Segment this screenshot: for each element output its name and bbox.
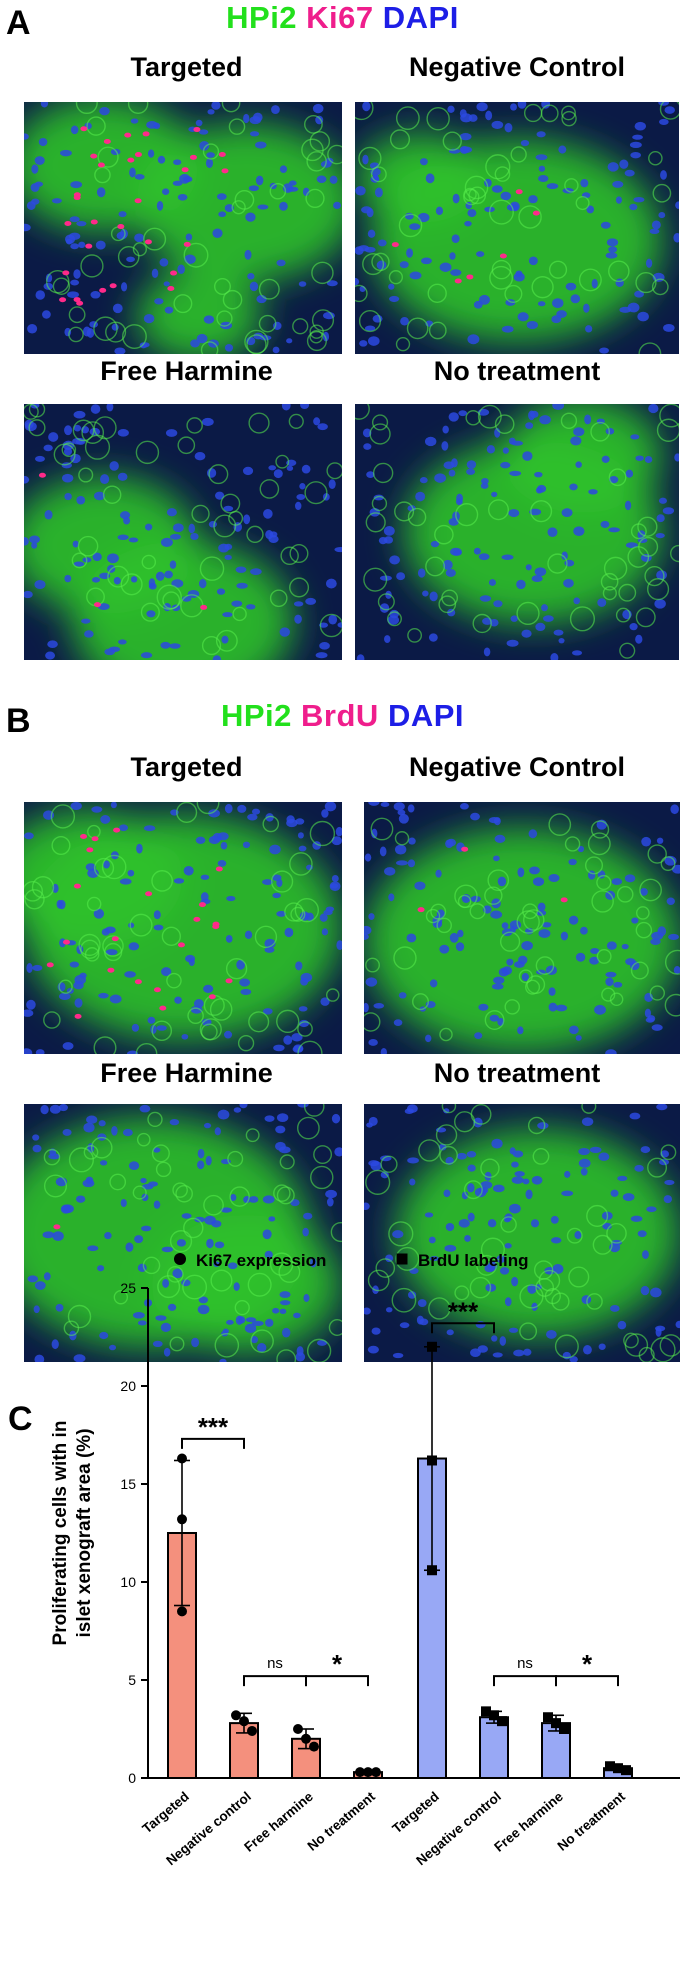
micrograph-b-free-harmine bbox=[24, 1104, 342, 1362]
point-0-1-0 bbox=[231, 1710, 241, 1721]
stain-dapi: DAPI bbox=[387, 698, 465, 733]
category-label-0-0: Targeted bbox=[139, 1789, 192, 1836]
significance-bracket-1 bbox=[243, 1675, 307, 1687]
category-label-1-3: No treatment bbox=[555, 1788, 629, 1853]
label-b-negative-control: Negative Control bbox=[408, 752, 626, 782]
point-1-1-1 bbox=[489, 1710, 499, 1721]
significance-label-0: *** bbox=[198, 1412, 229, 1442]
panel-letter-a: A bbox=[6, 4, 31, 42]
micrograph-a-targeted bbox=[24, 102, 342, 354]
stain-hpi2: HPi2 bbox=[220, 698, 292, 733]
bar-1-1 bbox=[479, 1716, 509, 1779]
point-0-2-0 bbox=[293, 1724, 303, 1734]
significance-bracket-4 bbox=[493, 1675, 557, 1687]
panel-letter-c: C bbox=[8, 1400, 33, 1438]
label-b-free-harmine: Free Harmine bbox=[100, 1058, 273, 1088]
point-1-1-2 bbox=[497, 1716, 507, 1727]
point-1-2-2 bbox=[559, 1724, 569, 1734]
point-0-2-1 bbox=[301, 1733, 311, 1744]
point-0-1-2 bbox=[247, 1725, 257, 1736]
micrograph-b-targeted bbox=[24, 802, 342, 1054]
label-a-free-harmine: Free Harmine bbox=[100, 356, 273, 386]
panel-b-stain-title: HPi2 BrdU DAPI bbox=[0, 698, 685, 734]
micrograph-a-negative-control bbox=[355, 102, 679, 354]
point-0-3-1 bbox=[363, 1767, 373, 1778]
legend-marker-1 bbox=[396, 1253, 408, 1265]
micrograph-b-no-treatment bbox=[364, 1104, 680, 1362]
stain-hpi2: HPi2 bbox=[226, 0, 298, 35]
proliferation-bar-chart: Ki67 expression BrdU labeling 0 5 10 15 20 25 Pr… bbox=[50, 1251, 680, 1868]
panel-letter-b: B bbox=[6, 702, 31, 740]
point-1-3-2 bbox=[621, 1765, 631, 1776]
point-1-2-0 bbox=[543, 1712, 553, 1723]
micrograph-a-free-harmine bbox=[24, 404, 342, 660]
y-tick-label-0: 0 bbox=[128, 1770, 136, 1786]
point-0-0-1 bbox=[177, 1514, 187, 1525]
significance-label-2: * bbox=[332, 1649, 343, 1679]
point-0-0-0 bbox=[177, 1453, 187, 1464]
point-1-3-1 bbox=[613, 1763, 623, 1774]
point-0-3-2 bbox=[371, 1767, 381, 1778]
stain-brdu: BrdU bbox=[301, 698, 379, 733]
stain-dapi: DAPI bbox=[382, 0, 459, 35]
point-0-0-2 bbox=[177, 1606, 187, 1617]
legend-label-1: BrdU labeling bbox=[418, 1251, 529, 1270]
point-1-0-1 bbox=[427, 1455, 437, 1466]
category-label-1-2: Free harmine bbox=[491, 1788, 566, 1854]
significance-bracket-3 bbox=[431, 1322, 495, 1334]
category-label-0-2: Free harmine bbox=[241, 1788, 316, 1854]
significance-label-5: * bbox=[582, 1649, 593, 1679]
significance-label-4: ns bbox=[517, 1655, 533, 1672]
legend-label-0: Ki67 expression bbox=[196, 1251, 326, 1270]
point-0-2-2 bbox=[309, 1741, 319, 1752]
point-1-1-0 bbox=[481, 1706, 491, 1717]
significance-bracket-0 bbox=[181, 1437, 245, 1449]
label-a-negative-control: Negative Control bbox=[408, 52, 626, 82]
category-label-1-0: Targeted bbox=[389, 1789, 442, 1836]
legend-marker-0 bbox=[174, 1253, 186, 1265]
point-1-2-1 bbox=[551, 1718, 561, 1729]
label-b-no-treatment: No treatment bbox=[433, 1058, 601, 1088]
point-0-3-0 bbox=[355, 1767, 365, 1778]
label-b-targeted: Targeted bbox=[130, 752, 243, 782]
significance-label-1: ns bbox=[267, 1655, 283, 1672]
stain-ki67: Ki67 bbox=[306, 0, 374, 35]
y-tick-label-1: 5 bbox=[128, 1672, 136, 1688]
point-1-0-0 bbox=[427, 1341, 437, 1352]
significance-bracket-2 bbox=[305, 1675, 369, 1687]
significance-bracket-5 bbox=[555, 1675, 619, 1687]
category-label-0-3: No treatment bbox=[305, 1788, 379, 1853]
point-1-0-2 bbox=[427, 1565, 437, 1576]
y-tick-label-5: 25 bbox=[120, 1280, 136, 1296]
y-tick-label-4: 20 bbox=[120, 1378, 136, 1394]
micrograph-a-no-treatment bbox=[355, 404, 679, 660]
panel-a-stain-title: HPi2 Ki67 DAPI bbox=[0, 0, 685, 36]
label-a-targeted: Targeted bbox=[130, 52, 243, 82]
y-tick-label-2: 10 bbox=[120, 1574, 136, 1590]
point-1-3-0 bbox=[605, 1761, 615, 1772]
y-axis-label: Proliferating cells with in islet xenogra… bbox=[50, 1421, 95, 1646]
point-0-1-1 bbox=[239, 1716, 249, 1727]
label-a-no-treatment: No treatment bbox=[433, 356, 601, 386]
y-tick-label-3: 15 bbox=[120, 1476, 136, 1492]
significance-label-3: *** bbox=[448, 1296, 479, 1326]
micrograph-b-negative-control bbox=[364, 802, 680, 1054]
